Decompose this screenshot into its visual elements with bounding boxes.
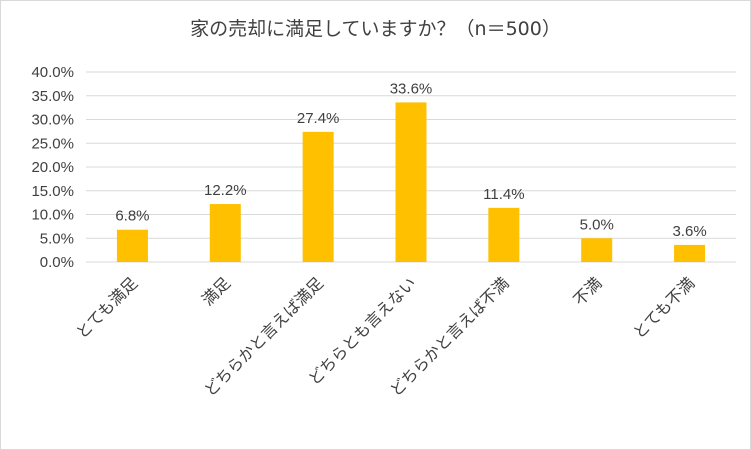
data-label: 5.0% bbox=[580, 216, 614, 233]
data-label: 27.4% bbox=[297, 110, 340, 127]
y-tick-label: 35.0% bbox=[31, 88, 74, 105]
bars bbox=[116, 102, 706, 263]
category-label: とても満足 bbox=[72, 273, 141, 342]
y-tick-label: 5.0% bbox=[40, 230, 74, 247]
category-label: 満足 bbox=[198, 273, 234, 309]
category-label: 不満 bbox=[569, 273, 605, 309]
bar bbox=[209, 204, 241, 262]
bar bbox=[116, 229, 148, 262]
bar bbox=[674, 244, 706, 262]
data-label: 33.6% bbox=[390, 80, 433, 97]
data-label: 3.6% bbox=[672, 223, 706, 240]
y-tick-label: 25.0% bbox=[31, 135, 74, 152]
data-label: 6.8% bbox=[115, 208, 149, 225]
bar bbox=[395, 102, 427, 263]
data-labels: 6.8% 12.2% 27.4% 33.6% 11.4% 5.0% 3.6% bbox=[115, 80, 706, 240]
y-tick-label: 20.0% bbox=[31, 159, 74, 176]
y-tick-label: 30.0% bbox=[31, 112, 74, 129]
y-tick-label: 0.0% bbox=[40, 254, 74, 271]
data-label: 12.2% bbox=[204, 182, 247, 199]
chart-title: 家の売却に満足していますか？（n＝500） bbox=[190, 18, 561, 40]
bar bbox=[488, 207, 520, 262]
bar bbox=[581, 238, 613, 262]
category-label: とても不満 bbox=[629, 273, 698, 342]
y-tick-label: 40.0% bbox=[31, 64, 74, 81]
data-label: 11.4% bbox=[483, 186, 524, 203]
y-axis-ticks: 0.0% 5.0% 10.0% 15.0% 20.0% 25.0% 30.0% 35.0% 40… bbox=[31, 64, 74, 271]
bar bbox=[302, 131, 334, 262]
y-tick-label: 15.0% bbox=[31, 183, 74, 200]
y-tick-label: 10.0% bbox=[31, 207, 74, 224]
